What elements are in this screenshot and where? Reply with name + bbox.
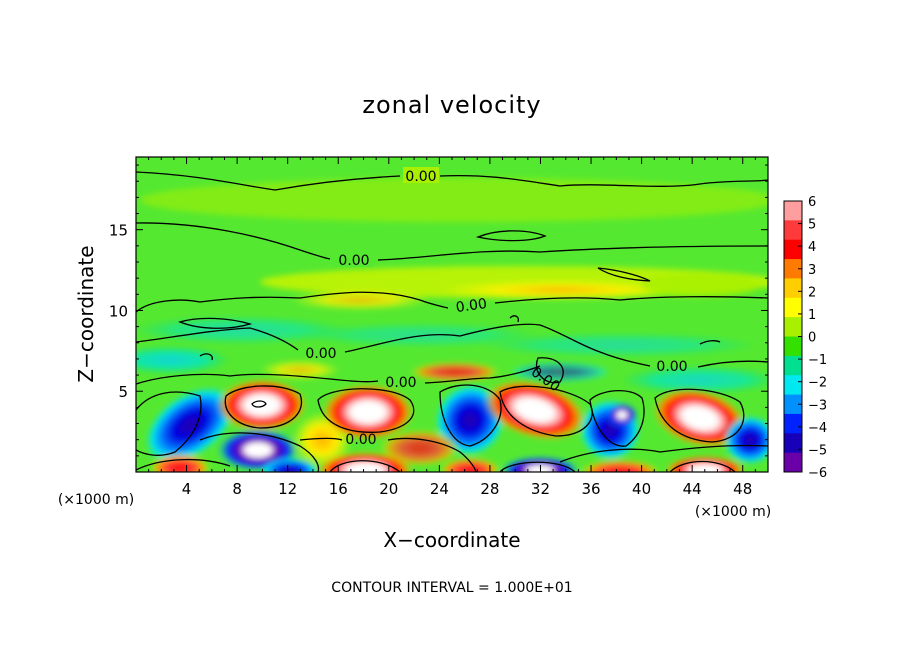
colorbar-swatch [784,239,802,260]
colorbar-tick-label: 0 [808,331,816,346]
contour-line [251,400,267,408]
contour-label: 0.00 [656,359,687,375]
contour-label-bg [403,167,439,183]
colorbar-tick-label: −1 [808,353,827,368]
contour-line [509,315,520,323]
contour-line [669,460,736,472]
y-axis-label: Z−coordinate [74,245,98,382]
colorbar-tick-label: 1 [808,308,816,323]
contour-line [589,390,645,447]
contour-line [224,385,302,429]
contour-line [535,357,564,384]
y-tick-label: 5 [118,383,128,401]
colorbar-tick-label: 5 [808,218,816,233]
contour-line [499,385,593,437]
zero-contours [136,171,768,472]
contour-line [344,323,651,367]
colorbar-tick-label: 4 [808,240,816,255]
contour-line [559,444,768,463]
contour-label: 0.00 [305,346,336,362]
contour-line [697,360,768,368]
colorbar-swatch [784,297,802,318]
contour-line [136,391,202,456]
contour-line [499,461,576,472]
y-tick-label: 15 [109,222,128,240]
x-tick-label: 8 [232,480,242,498]
x-axis-label: X−coordinate [383,528,520,552]
contour-line [439,174,768,187]
contour-line [136,458,231,471]
contour-line [377,245,768,261]
contour-label: 0.00 [405,169,436,185]
colorbar-tick-label: 6 [808,195,816,210]
colorbar-swatch [784,413,802,434]
field-upper-shading [136,178,768,394]
contour-label: 0.00 [455,296,488,316]
contour-line [299,437,343,441]
colorbar-swatch [784,317,802,337]
colorbar-swatch [784,394,802,415]
x-tick-label: 36 [581,480,600,498]
colorbar-swatch [784,220,802,241]
x-tick-label: 44 [683,480,702,498]
contour-line [475,230,547,242]
y-axis-ticks: 5 10 15 [109,164,768,457]
x-tick-label: 48 [733,480,752,498]
contour-line [317,388,415,433]
colorbar-tick-label: −5 [808,443,827,458]
x-tick-label: 20 [379,480,398,498]
x-tick-label: 40 [632,480,651,498]
contour-line [654,388,745,443]
contour-line [424,365,541,384]
chart-title: zonal velocity [362,91,541,119]
contour-line [199,353,213,361]
contour-line [136,171,401,191]
colorbar-swatch [784,375,802,396]
contour-label: 0.00 [338,253,369,269]
x-tick-label: 28 [480,480,499,498]
colorbar-tick-label: −4 [808,421,827,436]
contour-line [699,340,721,345]
colorbar-swatch [784,452,802,473]
colorbar-swatch [784,355,802,376]
colorbar-swatch [784,433,802,454]
x-tick-label: 32 [531,480,550,498]
contour-label: 0.00 [385,375,416,391]
colorbar-swatch [784,336,802,357]
contour-line [439,384,502,447]
x-tick-label: 16 [329,480,348,498]
x-tick-label: 24 [430,480,449,498]
colorbar-tick-label: −6 [808,466,827,481]
contour-label-bg [333,251,373,267]
plot-area [136,157,768,472]
colorbar: 6 5 4 3 2 1 0 −1 −2 −3 −4 −5 −6 [783,195,827,481]
contour-line [199,432,320,472]
x-axis-ticks: 4 8 12 16 20 24 28 32 36 40 44 48 [148,157,756,498]
colorbar-swatch [784,201,802,221]
x-tick-label: 4 [182,480,192,498]
contour-line [387,437,477,472]
contour-line [494,296,768,304]
colorbar-tick-label: 3 [808,263,816,278]
colorbar-tick-label: −3 [808,398,827,413]
x-unit-label-right: (×1000 m) [695,504,771,520]
contour-line [136,291,449,313]
colorbar-swatch [784,278,802,299]
contour-line [597,267,651,282]
contour-line [136,327,299,351]
x-unit-label-left: (×1000 m) [58,492,134,508]
contour-line [329,460,401,472]
contour-line [136,373,379,385]
y-tick-label: 10 [109,302,128,320]
colorbar-swatch [784,259,802,279]
contour-line [136,222,331,260]
contour-interval-note: CONTOUR INTERVAL = 1.000E+01 [331,580,572,596]
colorbar-tick-label: 2 [808,285,816,300]
colorbar-tick-label: −2 [808,376,827,391]
x-tick-label: 12 [278,480,297,498]
contour-label: 0.00 [345,432,376,448]
contour-line [178,317,253,329]
